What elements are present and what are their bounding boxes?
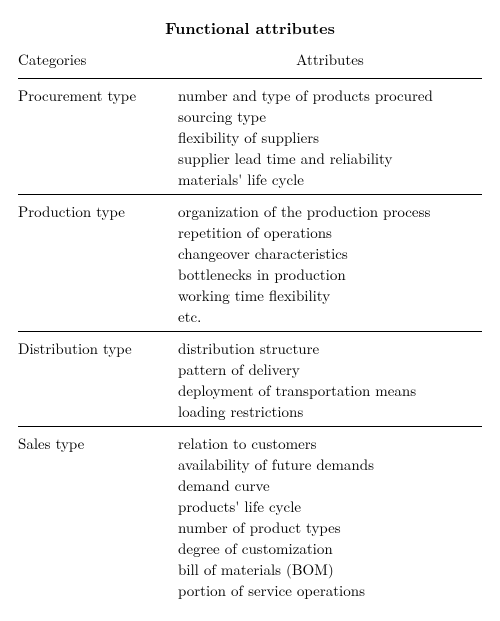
attribute-line: repetition of operations <box>178 222 482 243</box>
attribute-line: changeover characteristics <box>178 243 482 264</box>
header-attributes: Attributes <box>178 45 482 79</box>
header-categories: Categories <box>18 45 178 79</box>
attribute-line: organization of the production process <box>178 201 482 222</box>
attribute-line: flexibility of suppliers <box>178 127 482 148</box>
table-row: Production typeorganization of the produ… <box>18 195 482 332</box>
attribute-line: etc. <box>178 306 482 327</box>
attributes-table: Categories Attributes Procurement typenu… <box>18 45 482 605</box>
category-cell: Distribution type <box>18 332 178 427</box>
attribute-line: relation to customers <box>178 433 482 454</box>
attribute-line: materials' life cycle <box>178 169 482 190</box>
attribute-line: number of product types <box>178 517 482 538</box>
attribute-line: deployment of transportation means <box>178 380 482 401</box>
attributes-cell: number and type of products procuredsour… <box>178 79 482 195</box>
attribute-line: degree of customization <box>178 538 482 559</box>
attribute-line: bottlenecks in production <box>178 264 482 285</box>
attribute-line: sourcing type <box>178 106 482 127</box>
attribute-line: products' life cycle <box>178 496 482 517</box>
category-cell: Sales type <box>18 427 178 606</box>
attribute-line: loading restrictions <box>178 401 482 422</box>
attributes-cell: organization of the production processre… <box>178 195 482 332</box>
attribute-line: portion of service operations <box>178 580 482 601</box>
attribute-line: bill of materials (BOM) <box>178 559 482 580</box>
attribute-line: working time flexibility <box>178 285 482 306</box>
attribute-line: supplier lead time and reliability <box>178 148 482 169</box>
table-row: Procurement typenumber and type of produ… <box>18 79 482 195</box>
attribute-line: distribution structure <box>178 338 482 359</box>
attributes-cell: relation to customersavailability of fut… <box>178 427 482 606</box>
category-cell: Procurement type <box>18 79 178 195</box>
attribute-line: number and type of products procured <box>178 85 482 106</box>
attributes-cell: distribution structurepattern of deliver… <box>178 332 482 427</box>
table-row: Sales typerelation to customersavailabil… <box>18 427 482 606</box>
table-row: Distribution typedistribution structurep… <box>18 332 482 427</box>
attribute-line: availability of future demands <box>178 454 482 475</box>
table-title: Functional attributes <box>18 16 482 39</box>
attribute-line: demand curve <box>178 475 482 496</box>
attribute-line: pattern of delivery <box>178 359 482 380</box>
category-cell: Production type <box>18 195 178 332</box>
